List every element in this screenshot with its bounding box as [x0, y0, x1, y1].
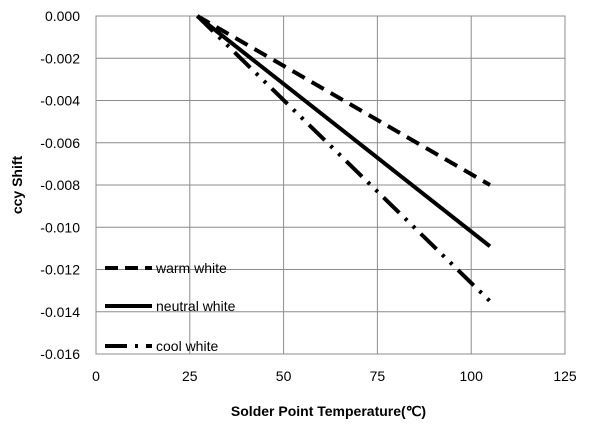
x-tick-label: 0: [92, 368, 100, 384]
legend: warm white neutral white cool white: [105, 260, 236, 354]
x-axis-ticks: 0 25 50 75 100 125: [92, 368, 577, 384]
series-lines: [195, 14, 492, 303]
x-tick-label: 50: [276, 368, 292, 384]
x-tick-label: 25: [182, 368, 198, 384]
y-tick-label: -0.016: [40, 346, 80, 362]
legend-label: cool white: [156, 338, 218, 354]
x-tick-label: 75: [370, 368, 386, 384]
y-tick-label: -0.014: [40, 304, 80, 320]
series-line-warm-white: [196, 14, 491, 187]
y-tick-label: 0.000: [45, 8, 80, 24]
y-axis-label: ccy Shift: [9, 155, 25, 214]
y-tick-label: -0.006: [40, 135, 80, 151]
plot-area-frame: [95, 15, 566, 355]
x-tick-label: 125: [553, 368, 577, 384]
y-tick-label: -0.012: [40, 262, 80, 278]
series-line-neutral-white: [196, 14, 492, 248]
x-axis-label: Solder Point Temperature(℃): [231, 403, 426, 419]
y-tick-label: -0.010: [40, 219, 80, 235]
y-tick-label: -0.002: [40, 50, 80, 66]
x-tick-label: 100: [460, 368, 484, 384]
y-tick-label: -0.004: [40, 93, 80, 109]
y-axis-ticks: 0.000 -0.002 -0.004 -0.006 -0.008 -0.010 -0.01…: [40, 8, 80, 362]
y-tick-label: -0.008: [40, 177, 80, 193]
legend-label: neutral white: [156, 298, 236, 314]
series-line-cool-white: [195, 14, 492, 303]
legend-label: warm white: [155, 260, 227, 276]
